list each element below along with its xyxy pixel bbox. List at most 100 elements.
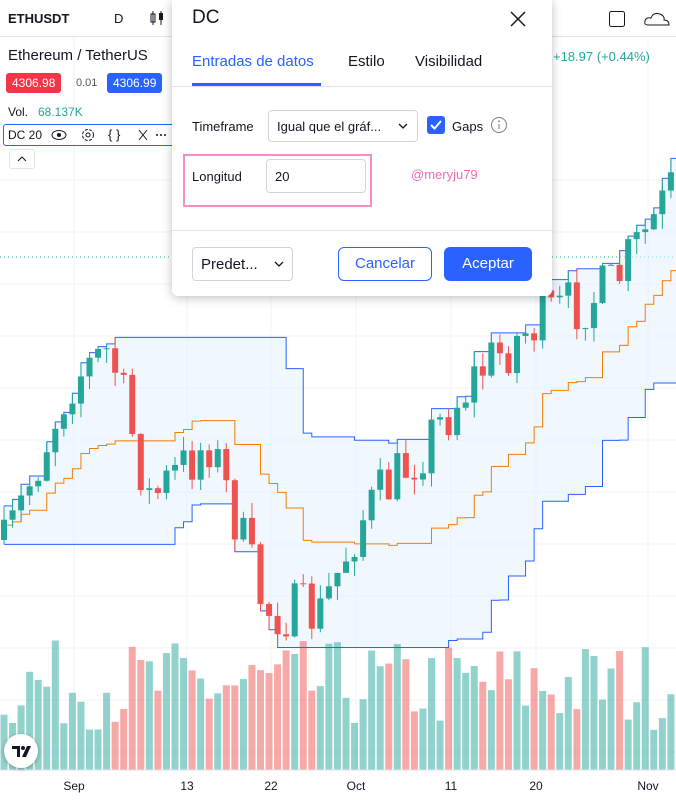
interval[interactable]: D (114, 11, 124, 26)
candle-body (197, 450, 204, 480)
svg-text:{ }: { } (108, 127, 121, 142)
collapse-button[interactable] (9, 149, 35, 169)
candle-body (522, 333, 529, 336)
volume-bar (154, 690, 162, 770)
volume-bar (188, 670, 196, 770)
channel-fill (4, 158, 676, 648)
volume-bar (145, 661, 153, 770)
tab[interactable]: Entradas de datos (192, 53, 314, 70)
candle-body (223, 449, 230, 481)
x-tick-label: 22 (264, 779, 278, 793)
timeframe-select[interactable]: Igual que el gráf... (268, 110, 418, 142)
divider (172, 86, 552, 87)
volume-bar (453, 657, 461, 770)
candle-body (659, 190, 666, 215)
info-icon[interactable] (490, 116, 508, 134)
candle-body (667, 172, 674, 191)
candle-body (35, 480, 42, 487)
candle-body (86, 357, 93, 377)
candle-body (206, 450, 213, 468)
volume-bar (616, 651, 624, 770)
candle-body (539, 290, 546, 341)
candle-body (300, 583, 307, 585)
volume-bar (641, 647, 649, 770)
candle-body (129, 374, 136, 434)
dialog-title: DC (192, 7, 220, 28)
x-axis-bg (0, 770, 676, 804)
volume-bar (197, 678, 205, 770)
layout-icon[interactable] (608, 10, 626, 28)
candle-body (505, 353, 512, 374)
volume-bar (171, 643, 179, 770)
volume-bar (239, 678, 247, 770)
tab[interactable]: Visibilidad (415, 53, 483, 70)
x-tick-label: Oct (347, 779, 366, 793)
candle-body (214, 449, 221, 468)
volume-bar (137, 660, 145, 770)
cloud-icon[interactable] (644, 10, 676, 28)
indicator-name: DC 20 (8, 128, 43, 142)
candle-body (479, 366, 486, 376)
gaps-checkbox[interactable] (426, 115, 446, 135)
volume-bar (624, 719, 632, 770)
candle-body (103, 348, 110, 350)
candle-body (514, 335, 520, 374)
volume-bar (470, 665, 478, 770)
sell-price[interactable]: 4306.98 (6, 73, 62, 93)
preset-select[interactable]: Predet... (192, 247, 293, 281)
volume-bar (633, 702, 641, 770)
volume-bar (522, 705, 530, 770)
candle-body (625, 239, 632, 282)
cancel-button[interactable]: Cancelar (338, 247, 432, 281)
candle-body (650, 214, 657, 230)
candle-body (69, 403, 76, 415)
length-input[interactable]: 20 (266, 159, 366, 193)
close-button[interactable] (508, 9, 528, 29)
candle-body (308, 583, 315, 629)
candle-body (52, 428, 59, 453)
volume-bar (513, 651, 521, 770)
indicator-actions[interactable]: { } (50, 127, 170, 143)
indicator-legend[interactable]: DC 20 { } (3, 124, 175, 146)
chart-type-icon[interactable] (148, 9, 166, 27)
volume-bar (214, 693, 222, 770)
volume-bar (128, 646, 136, 770)
accept-button[interactable]: Aceptar (444, 247, 532, 281)
volume-bar (342, 697, 350, 770)
buy-price[interactable]: 4306.99 (107, 73, 163, 93)
candle-body (146, 488, 153, 491)
candle-body (325, 586, 332, 599)
volume-bar (282, 650, 290, 770)
volume-bar (564, 676, 572, 770)
volume-bar (376, 666, 384, 770)
candle-body (419, 473, 426, 480)
highlight-box (183, 154, 372, 207)
tv-logo[interactable] (4, 734, 38, 768)
volume-bar (111, 721, 119, 770)
candle-body (565, 282, 572, 296)
candle-body (137, 433, 144, 491)
candle-body (377, 469, 384, 490)
candle-body (240, 517, 247, 540)
volume-bar (547, 694, 555, 770)
volume-bar (650, 729, 658, 770)
volume-bar (462, 672, 470, 770)
volume-bar (445, 647, 453, 770)
candle-body (385, 469, 392, 500)
volume-bar (351, 722, 359, 770)
candle-body (266, 604, 273, 616)
candle-body (642, 229, 649, 233)
tab[interactable]: Estilo (348, 53, 385, 70)
preset-value: Predet... (201, 256, 258, 273)
volume-bar (658, 718, 666, 770)
candle-body (573, 282, 580, 330)
volume-bar (94, 729, 102, 770)
candle-body (368, 489, 375, 521)
candle-body (163, 470, 170, 493)
volume-bar (26, 671, 34, 770)
candle-body (248, 517, 255, 545)
symbol[interactable]: ETHUSDT (8, 11, 70, 26)
candle-body (274, 615, 281, 635)
candle-body (283, 634, 290, 637)
candle-body (120, 372, 127, 375)
